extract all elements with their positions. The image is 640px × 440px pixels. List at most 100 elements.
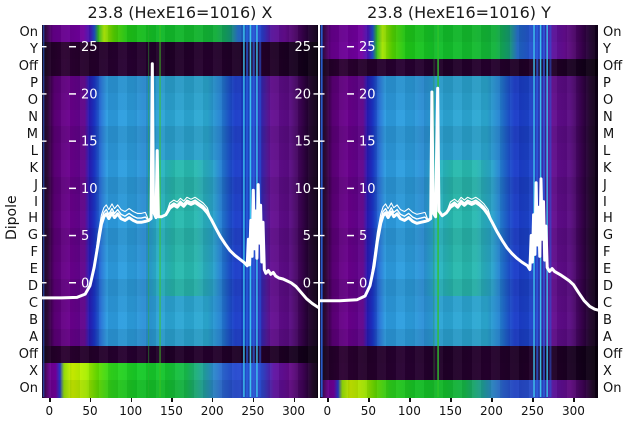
row-label-j-9: J <box>603 177 607 193</box>
x-tick-label: 100 <box>397 404 421 418</box>
heatmap-row-on-21 <box>42 380 318 398</box>
x-tick-label: 50 <box>82 404 98 418</box>
x-tick-label: 50 <box>360 404 377 418</box>
heatmap-row-off-2 <box>42 58 318 77</box>
heatmap-row-n-5 <box>320 109 598 128</box>
row-label-f-13: F <box>30 245 38 261</box>
x-tick-mark <box>368 398 370 402</box>
value-tick-label-right: 20 <box>294 87 311 102</box>
row-label-b-17: B <box>29 312 38 328</box>
value-tick-label-left: 20 <box>81 87 98 102</box>
row-label-h-11: H <box>603 211 613 227</box>
row-label-b-17: B <box>603 312 612 328</box>
heatmap-row-b-17 <box>42 312 318 330</box>
heatmap-row-x-20 <box>320 363 598 381</box>
row-label-off-19: Off <box>603 346 623 362</box>
heatmap-row-on-21 <box>320 380 598 398</box>
heatmap-row-j-9 <box>42 177 318 195</box>
row-label-m-6: M <box>603 126 615 142</box>
heatmap-row-k-8 <box>42 160 318 178</box>
x-tick-label: 300 <box>561 404 585 418</box>
x-tick-mark <box>409 398 411 402</box>
heatmap-row-off-2 <box>320 58 598 77</box>
heatmap-row-off-19 <box>320 346 598 364</box>
row-label-k-8: K <box>29 160 38 176</box>
heatmap-row-j-9 <box>320 177 598 195</box>
panel-title-x: 23.8 (HexE16=1016) X <box>87 3 273 22</box>
row-label-c-16: C <box>603 296 613 311</box>
row-label-i-10: I <box>603 194 607 210</box>
x-tick-mark <box>450 398 452 402</box>
row-label-x-20: X <box>29 363 38 379</box>
x-tick-mark <box>491 398 493 402</box>
heatmap-row-c-16 <box>42 295 318 314</box>
value-tick-label-left: 5 <box>359 229 367 244</box>
row-label-p-3: P <box>30 76 38 92</box>
value-tick-label-left: 10 <box>359 182 376 197</box>
heatmap-row-off-19 <box>42 346 318 364</box>
heatmap-row-p-3 <box>42 75 318 94</box>
row-label-y-1: Y <box>603 42 611 58</box>
heatmap-row-o-4 <box>320 92 598 111</box>
row-label-c-16: C <box>28 296 38 311</box>
value-tick-label-right: 15 <box>294 135 311 150</box>
heatmap-row-on-0 <box>320 25 598 43</box>
x-tick-label: 200 <box>479 404 503 418</box>
x-axis-panel-y: 0 50 100 150 200 250 300 <box>320 397 598 421</box>
value-tick-label-left: 5 <box>81 229 89 244</box>
row-label-l-7: L <box>603 143 611 159</box>
row-label-g-12: G <box>27 228 38 244</box>
heatmap-row-on-0 <box>42 25 318 43</box>
x-tick-label: 0 <box>323 404 332 418</box>
row-labels-left: On Y Off P O N M L K J I H G F E D C B A Off X On <box>0 25 38 397</box>
heatmap-row-a-18 <box>320 329 598 347</box>
x-tick-label: 300 <box>282 404 306 418</box>
x-tick-mark <box>252 398 255 402</box>
x-tick-mark <box>130 398 133 402</box>
x-tick-label: 250 <box>241 404 265 418</box>
row-label-h-11: H <box>28 211 38 227</box>
heatmap-row-d-15 <box>320 278 598 297</box>
row-label-i-10: I <box>34 194 38 210</box>
row-label-on-0: On <box>19 25 38 41</box>
row-label-x-20: X <box>603 363 612 379</box>
value-tick-label-left: 0 <box>359 276 367 291</box>
row-label-j-9: J <box>34 177 38 193</box>
row-label-d-15: D <box>603 279 614 295</box>
x-tick-mark <box>90 398 92 402</box>
x-tick-mark <box>327 398 329 402</box>
heatmap-row-m-6 <box>320 126 598 144</box>
value-tick-label-right: 25 <box>294 40 311 55</box>
heatmap-row-n-5 <box>42 109 318 128</box>
heatmap-row-m-6 <box>42 126 318 144</box>
value-tick-label-left: 25 <box>359 40 376 55</box>
row-label-p-3: P <box>603 76 611 92</box>
panel-overlay: 25 25 20 20 15 15 10 10 5 5 0 0 <box>42 25 318 397</box>
row-label-e-14: E <box>29 262 38 278</box>
row-labels-right: On Y Off P O N M L K J I H G F E D C B A Off X On <box>603 25 639 397</box>
row-label-n-5: N <box>603 110 613 125</box>
beam-profile-trace <box>42 63 318 308</box>
row-label-m-6: M <box>26 126 38 142</box>
x-tick-mark <box>532 398 534 402</box>
heatmap-row-l-7 <box>320 143 598 161</box>
row-label-on-21: On <box>19 380 38 396</box>
row-label-off-2: Off <box>603 59 623 75</box>
heatmap-row-p-3 <box>320 75 598 94</box>
heatmap-row-k-8 <box>320 160 598 178</box>
heatmap-row-y-1 <box>42 41 318 60</box>
row-label-o-4: O <box>27 93 38 109</box>
row-label-a-18: A <box>29 329 38 345</box>
row-label-on-21: On <box>603 380 622 396</box>
panel-overlay: 25 20 15 10 5 0 <box>320 25 598 397</box>
value-tick-label-right: 10 <box>294 182 311 197</box>
row-label-g-12: G <box>603 228 614 244</box>
x-tick-mark <box>49 398 51 402</box>
heatmap-row-b-17 <box>320 312 598 330</box>
x-tick-mark <box>573 398 575 402</box>
beam-profile-trace <box>320 87 598 311</box>
heatmap-row-y-1 <box>320 41 598 60</box>
x-tick-label: 150 <box>438 404 462 418</box>
value-tick-label-left: 15 <box>359 135 376 150</box>
